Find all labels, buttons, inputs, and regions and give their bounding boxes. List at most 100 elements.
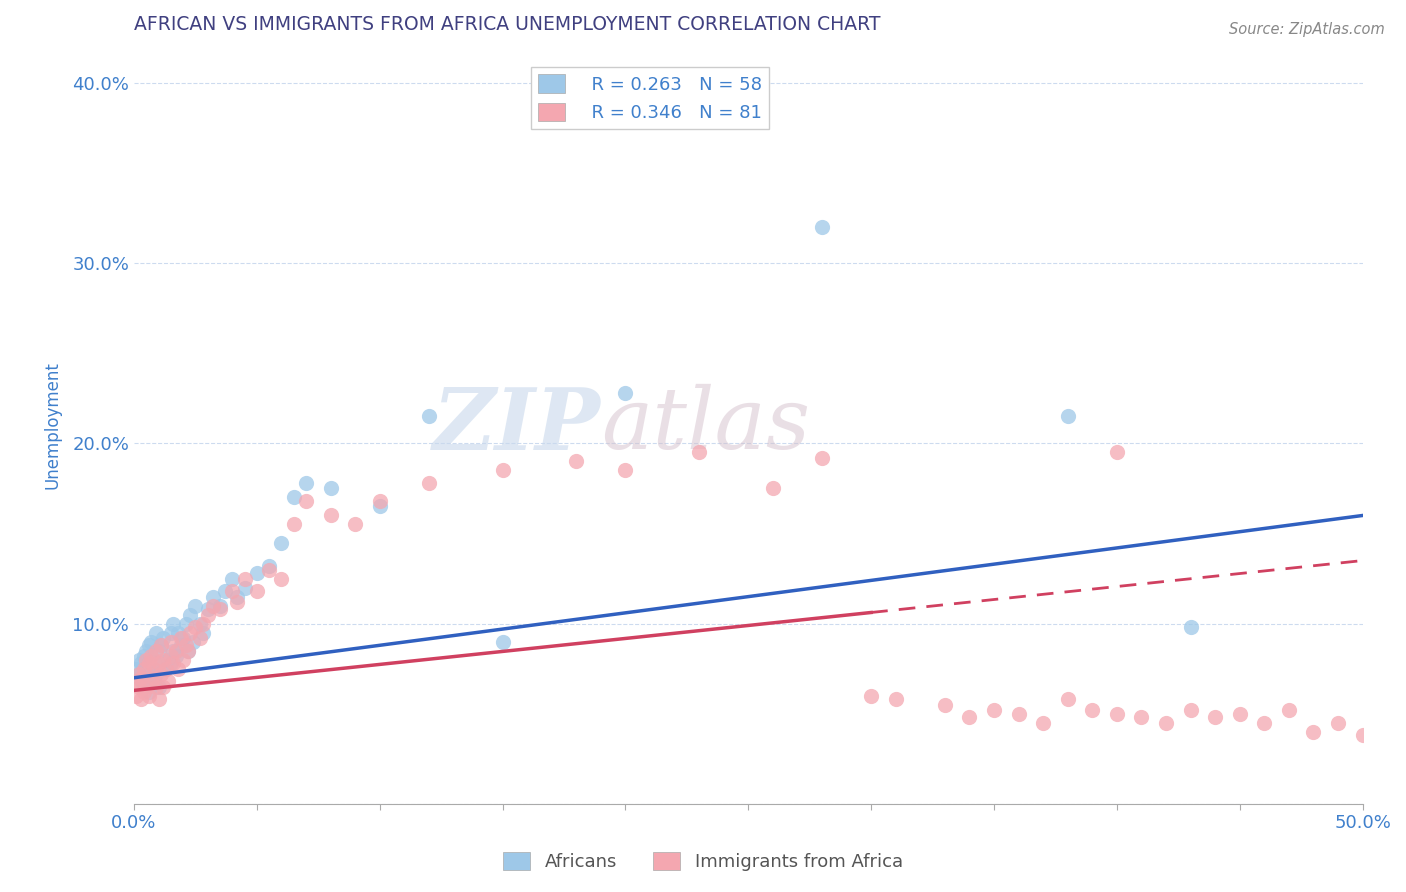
Point xyxy=(491,463,513,477)
Point xyxy=(188,616,211,631)
Point xyxy=(884,692,907,706)
Point xyxy=(165,649,187,664)
Point xyxy=(141,634,163,648)
Point xyxy=(138,638,160,652)
Point xyxy=(1180,620,1202,634)
Point xyxy=(141,674,163,689)
Point xyxy=(614,463,637,477)
Point xyxy=(142,655,165,669)
Point xyxy=(184,599,207,613)
Point xyxy=(1081,703,1104,717)
Point xyxy=(1278,703,1301,717)
Point xyxy=(174,616,197,631)
Legend:   R = 0.263   N = 58,   R = 0.346   N = 81: R = 0.263 N = 58, R = 0.346 N = 81 xyxy=(531,67,769,129)
Point xyxy=(145,625,167,640)
Point xyxy=(283,491,305,505)
Point xyxy=(201,590,224,604)
Point xyxy=(368,500,391,514)
Point xyxy=(1105,706,1128,721)
Text: ZIP: ZIP xyxy=(433,384,600,467)
Point xyxy=(131,692,153,706)
Point xyxy=(957,710,980,724)
Point xyxy=(1180,703,1202,717)
Point xyxy=(128,653,150,667)
Point xyxy=(1351,729,1374,743)
Point xyxy=(295,476,318,491)
Point xyxy=(159,657,181,671)
Point xyxy=(191,625,214,640)
Point xyxy=(145,644,167,658)
Point xyxy=(125,662,148,676)
Point xyxy=(214,584,236,599)
Point xyxy=(257,558,280,573)
Point xyxy=(132,685,155,699)
Point xyxy=(565,454,588,468)
Text: AFRICAN VS IMMIGRANTS FROM AFRICA UNEMPLOYMENT CORRELATION CHART: AFRICAN VS IMMIGRANTS FROM AFRICA UNEMPL… xyxy=(134,15,880,34)
Point xyxy=(155,662,177,676)
Point xyxy=(128,680,150,694)
Point xyxy=(246,566,269,581)
Point xyxy=(811,450,834,465)
Point xyxy=(131,671,153,685)
Point xyxy=(1130,710,1153,724)
Point xyxy=(1056,409,1078,424)
Point xyxy=(148,680,170,694)
Point xyxy=(257,563,280,577)
Point xyxy=(155,662,177,676)
Point xyxy=(762,482,785,496)
Point xyxy=(208,599,231,613)
Point xyxy=(181,634,204,648)
Point xyxy=(159,649,181,664)
Text: atlas: atlas xyxy=(600,384,810,467)
Point xyxy=(1105,445,1128,459)
Point xyxy=(169,631,191,645)
Y-axis label: Unemployment: Unemployment xyxy=(44,361,60,490)
Point xyxy=(145,667,167,681)
Point xyxy=(172,653,194,667)
Point xyxy=(179,607,201,622)
Point xyxy=(135,653,157,667)
Point xyxy=(159,625,181,640)
Point xyxy=(221,572,243,586)
Point xyxy=(177,644,200,658)
Point xyxy=(135,644,157,658)
Point xyxy=(270,535,292,549)
Point xyxy=(1056,692,1078,706)
Point xyxy=(148,644,170,658)
Point xyxy=(162,657,184,671)
Point xyxy=(191,616,214,631)
Point xyxy=(128,667,150,681)
Point xyxy=(150,667,173,681)
Point xyxy=(270,572,292,586)
Point xyxy=(148,657,170,671)
Point xyxy=(125,674,148,689)
Point xyxy=(132,662,155,676)
Point xyxy=(319,482,342,496)
Point xyxy=(246,584,269,599)
Point xyxy=(811,219,834,234)
Point xyxy=(167,625,190,640)
Point xyxy=(283,517,305,532)
Point xyxy=(162,644,184,658)
Point xyxy=(295,494,318,508)
Point xyxy=(162,616,184,631)
Point xyxy=(688,445,710,459)
Point xyxy=(135,680,157,694)
Point xyxy=(177,644,200,658)
Point xyxy=(208,602,231,616)
Point xyxy=(142,671,165,685)
Point xyxy=(184,620,207,634)
Point xyxy=(150,638,173,652)
Point xyxy=(159,634,181,648)
Point xyxy=(148,692,170,706)
Point xyxy=(125,689,148,703)
Point xyxy=(150,638,173,652)
Point xyxy=(157,653,180,667)
Point xyxy=(131,657,153,671)
Point xyxy=(226,595,249,609)
Point xyxy=(1302,724,1324,739)
Point xyxy=(169,638,191,652)
Point xyxy=(165,644,187,658)
Point xyxy=(1229,706,1251,721)
Point xyxy=(172,631,194,645)
